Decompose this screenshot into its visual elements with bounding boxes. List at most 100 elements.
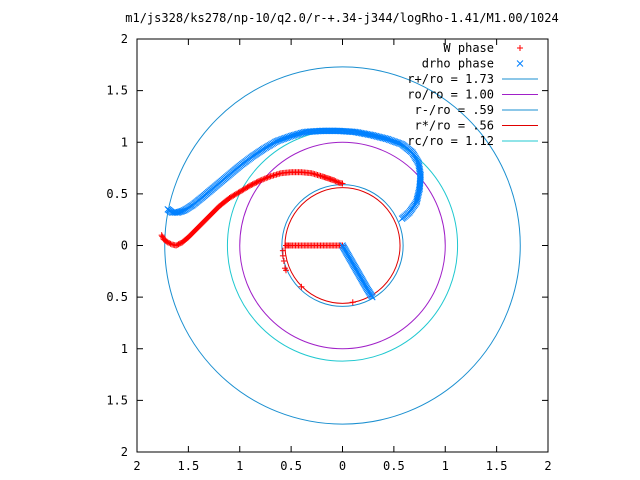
series-0-path-point-1 bbox=[159, 233, 166, 240]
series-0-path-point-78 bbox=[245, 183, 252, 190]
series-1-path-point-9 bbox=[175, 208, 183, 216]
series-0-path-point-81 bbox=[249, 181, 256, 188]
series-1-path-point-208-b bbox=[416, 182, 424, 190]
series-0-sparse-point-5 bbox=[298, 283, 305, 290]
series-1-path-point-115-b bbox=[308, 128, 315, 135]
series-0-path-point-79 bbox=[247, 182, 254, 189]
series-1-path-point-204-b bbox=[416, 176, 424, 184]
series-1-path-point-207-b bbox=[416, 180, 424, 188]
series-0-path-point-93 bbox=[266, 173, 273, 180]
legend-sample-1-b bbox=[516, 60, 524, 67]
series-1-path-point-8-b bbox=[174, 209, 182, 216]
series-0-path-point-8 bbox=[166, 240, 173, 247]
series-1-path-point-233-b bbox=[398, 215, 406, 223]
series-1-path-point-11-b bbox=[178, 207, 186, 215]
series-1-path-point-202-b bbox=[417, 173, 424, 181]
series-0-path-point-139 bbox=[331, 177, 338, 184]
y-tick-label-7: 1.5 bbox=[106, 84, 128, 98]
series-1-path-point-118-b bbox=[312, 127, 320, 135]
series-1-path-point-233 bbox=[398, 215, 406, 223]
series-1-path-point-206-b bbox=[416, 179, 424, 187]
series-0-path-point-90 bbox=[261, 175, 268, 182]
series-1-path-point-168-b bbox=[387, 136, 394, 144]
series-1-path-point-167-b bbox=[385, 136, 393, 144]
legend-label-3: ro/ro = 1.00 bbox=[407, 88, 494, 102]
series-1-path-point-166-b bbox=[384, 135, 392, 143]
series-1-path-point-112-b bbox=[303, 128, 311, 136]
legend-sample-0 bbox=[517, 45, 523, 51]
series-0-path-point-141 bbox=[334, 178, 341, 185]
series-1-path-point-174-b bbox=[395, 139, 403, 147]
series-0-path-point-145 bbox=[339, 180, 346, 187]
series-0-sparse-point-1 bbox=[279, 252, 286, 259]
series-1-path-point-10-b bbox=[177, 208, 184, 215]
legend-label-1: drho phase bbox=[422, 57, 494, 71]
series-0-path-point-87 bbox=[257, 177, 264, 184]
series-0-path-point-84 bbox=[253, 179, 260, 186]
x-tick-label-1: 1.5 bbox=[178, 459, 200, 473]
series-0-sparse-point-2 bbox=[280, 257, 287, 264]
series-1-path-point-201-b bbox=[417, 171, 424, 179]
y-tick-label-0: 2 bbox=[121, 445, 128, 459]
y-tick-label-1: 1.5 bbox=[106, 393, 128, 407]
series-1-path-point-10 bbox=[177, 208, 184, 215]
x-tick-label-5: 0.5 bbox=[383, 459, 405, 473]
series-1-path2-point-43 bbox=[368, 293, 376, 301]
series-1-path-point-7 bbox=[173, 209, 180, 216]
legend-label-4: r-/ro = .59 bbox=[415, 103, 494, 117]
series-1-path-point-8 bbox=[174, 209, 182, 216]
series-0-path-point-82 bbox=[250, 180, 257, 187]
series-0-path-point-88 bbox=[258, 176, 265, 183]
y-tick-label-6: 1 bbox=[121, 135, 128, 149]
circle-0 bbox=[164, 66, 521, 425]
legend-label-6: rc/ro = 1.12 bbox=[407, 134, 494, 148]
series-0-sparse-point-4 bbox=[282, 267, 289, 274]
series-1-path-point-11 bbox=[178, 207, 186, 215]
series-0-path-point-86 bbox=[256, 178, 263, 185]
circle-1 bbox=[239, 141, 446, 350]
y-tick-label-2: 1 bbox=[121, 342, 128, 356]
series-1-path-point-117-b bbox=[311, 128, 318, 135]
legend-label-0: W phase bbox=[443, 41, 494, 55]
series-0-path-point-140 bbox=[332, 178, 339, 185]
series-1-path-point-9-b bbox=[175, 208, 183, 216]
series-1-path-point-164-b bbox=[381, 135, 389, 142]
series-0-sparse-point-6 bbox=[349, 299, 356, 306]
series-0-path-point-83 bbox=[252, 180, 259, 187]
x-tick-label-4: 0 bbox=[339, 459, 346, 473]
series-0-path-point-80 bbox=[248, 181, 255, 188]
x-tick-label-0: 2 bbox=[133, 459, 140, 473]
series-0-path-point-7 bbox=[164, 239, 171, 246]
y-tick-label-4: 0 bbox=[121, 239, 128, 253]
chart-title: m1/js328/ks278/np-10/q2.0/r-+.34-j344/lo… bbox=[125, 11, 558, 25]
legend-label-2: r+/ro = 1.73 bbox=[407, 72, 494, 86]
series-0-path-point-91 bbox=[263, 175, 270, 182]
ticks-layer: 2 1.5 1 0.5 0 0.5 1 1.5 221.510.500.511.52 bbox=[106, 32, 551, 473]
series-1-path-point-172-b bbox=[392, 138, 400, 146]
series-0-path-point-89 bbox=[260, 176, 267, 183]
series-1-path-point-171-b bbox=[391, 138, 399, 146]
series-1-path-point-175-b bbox=[397, 140, 405, 148]
series-1-path-point-173-b bbox=[394, 139, 402, 147]
y-tick-label-5: 0.5 bbox=[106, 187, 128, 201]
series-1-path-point-203-b bbox=[417, 174, 424, 182]
series-0-path-point-85 bbox=[254, 178, 261, 185]
series-1-path-point-6-b bbox=[171, 209, 179, 216]
x-tick-label-6: 1 bbox=[442, 459, 449, 473]
y-tick-label-8: 2 bbox=[121, 32, 128, 46]
series-1-path2-point-43-b bbox=[368, 293, 376, 301]
markers-layer bbox=[158, 127, 424, 306]
x-tick-label-8: 2 bbox=[544, 459, 551, 473]
x-tick-label-2: 1 bbox=[236, 459, 243, 473]
series-0-path-point-0 bbox=[158, 232, 165, 239]
x-tick-label-3: 0.5 bbox=[280, 459, 302, 473]
series-1-path-point-114-b bbox=[306, 128, 314, 135]
series-0-sparse-point-0 bbox=[279, 247, 286, 254]
series-1-path-point-165-b bbox=[382, 135, 390, 143]
series-0-path-point-92 bbox=[264, 174, 271, 181]
series-1-path-point-116-b bbox=[309, 128, 317, 135]
series-1-path-point-119-b bbox=[314, 127, 321, 135]
